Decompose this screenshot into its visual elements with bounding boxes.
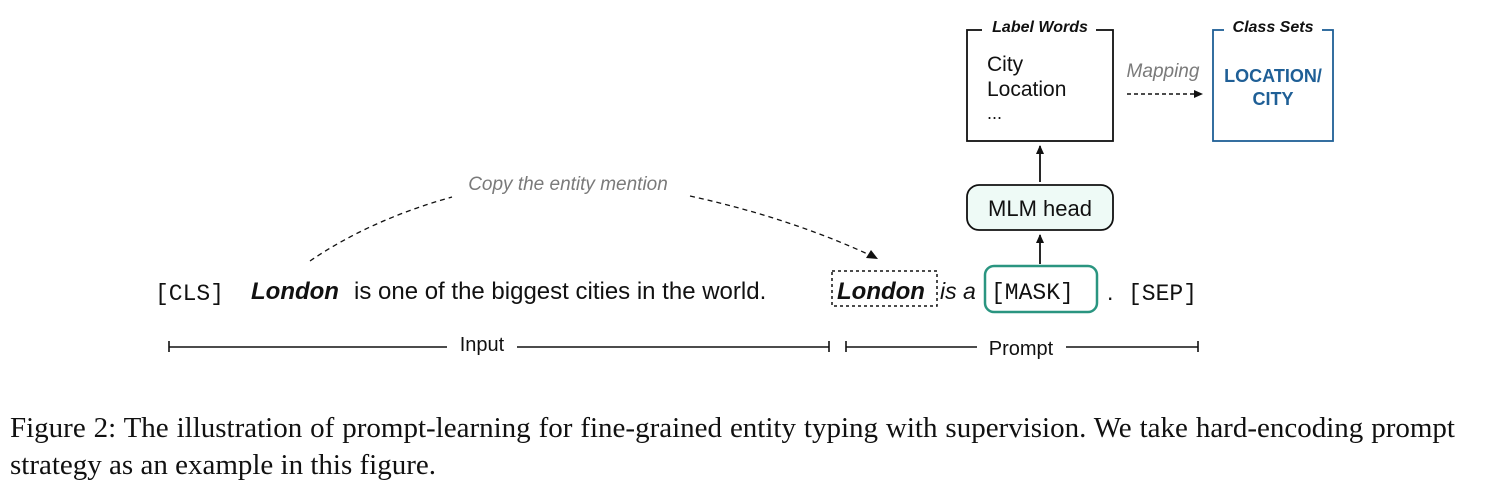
label-word-location: Location [987,78,1066,101]
label-words-title-bg [982,17,1096,39]
mask-token-box [983,264,1099,314]
mlm-head-box: MLM head [966,184,1114,231]
class-sets-box: Class Sets LOCATION/ CITY [1212,17,1334,142]
mlm-head-label: MLM head [988,196,1092,221]
copy-entity-label: Copy the entity mention [468,174,668,195]
entity-london: London [251,278,339,305]
mask-token: [MASK] [991,280,1074,306]
label-word-ellipsis: ... [987,103,1002,123]
copy-curve-left [309,196,453,262]
input-span-label: Input [460,334,505,356]
class-sets-title-bg [1224,17,1322,39]
copied-entity-box [831,270,938,307]
period-token: . [1107,279,1113,305]
class-set-line-2: CITY [1252,89,1293,109]
class-set-line-1: LOCATION/ [1224,66,1322,86]
input-span: Input [168,334,830,356]
mapping-label: Mapping [1127,61,1200,82]
prompt-entity-london: London [837,278,925,305]
prompt-template: London is a [MASK] . [SEP] [831,264,1197,314]
prompt-span: Prompt [845,338,1199,360]
class-sets-title: Class Sets [1233,19,1314,36]
copy-arrowhead [866,250,878,259]
cls-token: [CLS] [155,281,224,307]
prompt-text-is-a: is a [940,278,976,304]
input-sentence: [CLS] London is one of the biggest citie… [155,278,766,307]
sentence-rest: is one of the biggest cities in the worl… [354,278,766,305]
copy-curve-right [689,195,873,257]
figure-caption: Figure 2: The illustration of prompt-lea… [10,412,1455,481]
sep-token: [SEP] [1128,281,1197,307]
label-words-title: Label Words [992,19,1088,36]
prompt-span-label: Prompt [989,338,1054,360]
label-word-city: City [987,53,1024,76]
label-words-box: Label Words City Location ... [966,17,1114,142]
